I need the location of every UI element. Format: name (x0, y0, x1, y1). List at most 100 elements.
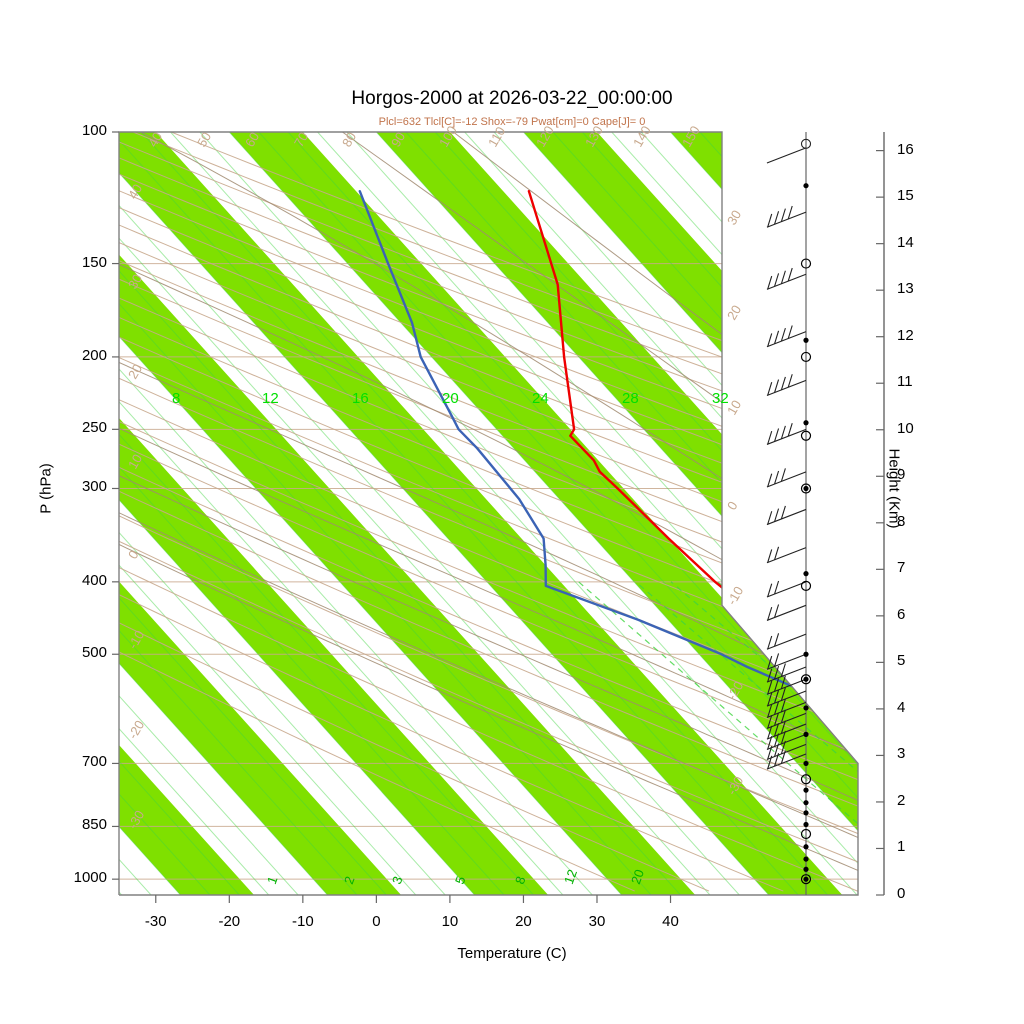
wind-level-dot (803, 183, 809, 189)
pressure-tick-label: 250 (81, 419, 107, 437)
wind-level-dot (803, 676, 809, 682)
isotherm-line (140, 132, 828, 895)
wind-barb-flag (774, 701, 780, 715)
dry-adiabat-line (119, 132, 858, 892)
wind-level-dot (803, 420, 809, 426)
page-title: Horgos-2000 at 2026-03-22_00:00:00 (351, 88, 673, 109)
dry-adiabat-line (119, 132, 858, 892)
wind-barb-flag (767, 473, 773, 487)
wind-level-circle (800, 580, 812, 591)
temperature-tick-label: 10 (441, 913, 459, 930)
dry-adiabat-line (119, 132, 858, 892)
wind-barb-flag (774, 546, 780, 560)
wind-barb-flag (780, 720, 786, 734)
wind-barb-shaft (766, 701, 807, 719)
pressure-tick-label: 100 (81, 122, 107, 139)
isotherm-line (119, 132, 681, 895)
isotherm-line (119, 132, 505, 895)
height-tick-label: 7 (897, 559, 906, 577)
sounding-indices-subtitle: Plcl=632 Tlcl[C]=-12 Shox=-79 Pwat[cm]=0… (378, 116, 646, 128)
wind-barb-flag (780, 709, 786, 724)
isotherm-line (552, 132, 858, 895)
moist-adiabat-line (119, 132, 858, 895)
wind-level-dot (803, 821, 809, 828)
wind-barb-flag (767, 725, 773, 740)
dry-adiabat-line (119, 132, 858, 892)
wind-barb-shaft (766, 211, 807, 228)
wind-barb-flag (780, 687, 786, 701)
isotherm-line (119, 132, 711, 895)
dry-adiabat-line (119, 132, 858, 892)
temperature-profile-line (527, 190, 858, 760)
dry-adiabat-line (119, 132, 635, 892)
wind-barb-shaft (766, 743, 807, 760)
wind-barb-flag (774, 723, 780, 737)
wind-barb-shaft (766, 273, 807, 290)
dry-adiabat-line (119, 132, 858, 892)
wind-barb-flag (767, 715, 773, 729)
isotherm-line (119, 132, 770, 895)
wind-level-circle (800, 430, 812, 441)
moist-adiabat-line (119, 132, 858, 895)
wind-barb-flag (767, 606, 773, 621)
wind-barb-flag (774, 211, 780, 225)
plot-area (119, 132, 1024, 895)
isotherm-mid-label: 16 (352, 390, 369, 407)
isotherm-line (935, 132, 1024, 895)
wind-barb-flag (767, 583, 773, 597)
height-tick-label: 11 (897, 373, 913, 391)
temperature-tick-label: 20 (515, 913, 532, 930)
temperature-tick-label: 0 (372, 913, 381, 930)
wind-barb-flag (767, 680, 773, 695)
wind-barb-flag (774, 653, 780, 667)
wind-barb-flag (767, 655, 773, 670)
dry-adiabat-line (132, 132, 858, 892)
wind-calm-circle (800, 138, 812, 149)
wind-level-circle (800, 828, 812, 840)
wind-level-circle (800, 774, 812, 785)
wind-barb-flag (774, 330, 780, 344)
wind-barb-flag (774, 733, 780, 747)
wind-barb-flag (767, 511, 773, 525)
temperature-tick-label: -30 (144, 913, 167, 930)
isotherm-line (119, 132, 593, 895)
wind-barb-flag (774, 508, 780, 522)
dry-adiabat-line (119, 132, 858, 892)
shaded-band (965, 132, 1024, 895)
height-tick-label: 0 (897, 885, 906, 902)
dry-adiabat-line (119, 132, 858, 892)
wind-barb-shaft (766, 678, 807, 695)
wind-level-dot (803, 705, 809, 711)
wind-barb-flag (767, 668, 773, 682)
wind-level-dot (803, 760, 809, 767)
wind-level-dot (803, 651, 809, 657)
temperature-tick-label: -20 (218, 913, 241, 930)
wind-barb-shaft (766, 604, 807, 621)
moist-adiabat-line (119, 132, 858, 895)
wind-barb-flag (787, 267, 793, 282)
wind-barb-flag (780, 698, 786, 713)
isotherm-line (994, 132, 1024, 895)
pressure-tick-label: 850 (81, 816, 107, 834)
wind-barb-flag (787, 325, 793, 339)
dry-adiabat-line (119, 132, 710, 892)
isotherm-line (965, 132, 1024, 895)
isotherm-line (119, 132, 240, 895)
dry-adiabat-line (119, 132, 858, 892)
wind-barb-flag (774, 379, 780, 393)
mixing-ratio-line (670, 581, 858, 895)
isotherm-line (523, 132, 858, 895)
pressure-tick-label: 1000 (73, 869, 107, 887)
wind-barb-flag (767, 736, 773, 750)
shaded-band (119, 132, 843, 895)
wind-barb-flag (767, 704, 773, 718)
isotherm-line (699, 132, 858, 895)
isotherm-line (376, 132, 858, 895)
wind-level-dot (803, 876, 809, 882)
shaded-band (119, 132, 696, 895)
wind-barb-shaft (766, 666, 807, 683)
isotherm-line (758, 132, 858, 895)
wind-level-dot (803, 844, 809, 850)
wind-level-circle (800, 258, 812, 269)
